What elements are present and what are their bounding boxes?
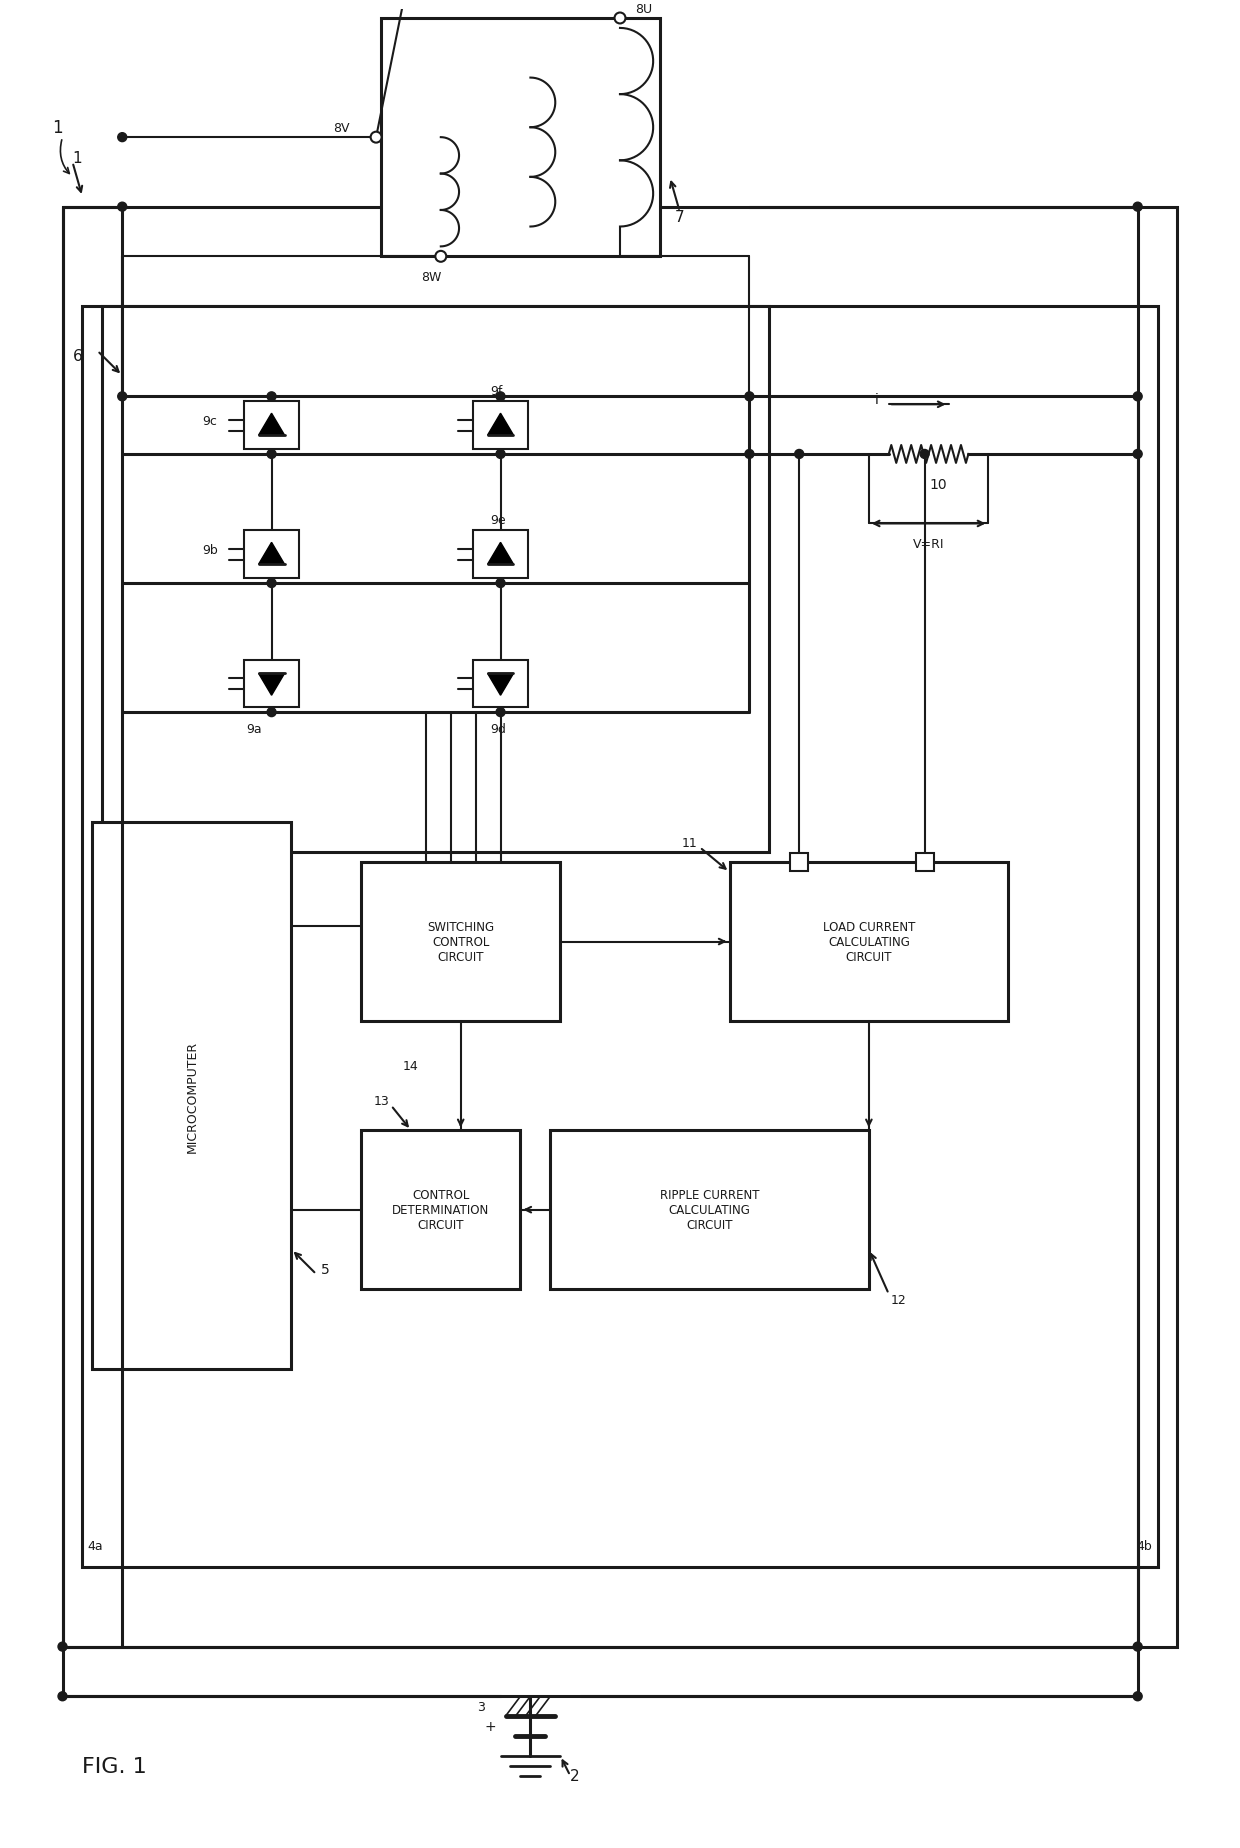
Text: 11: 11	[682, 837, 698, 850]
Text: 4b: 4b	[1137, 1539, 1153, 1552]
Text: 8U: 8U	[635, 2, 652, 15]
Text: 7: 7	[675, 211, 684, 225]
Circle shape	[267, 392, 277, 401]
Text: 6: 6	[73, 349, 82, 364]
Text: 10: 10	[930, 477, 947, 492]
Bar	[729, 863, 1008, 1022]
Text: 1: 1	[72, 150, 82, 166]
Text: +: +	[485, 1719, 496, 1733]
Text: 9d: 9d	[491, 723, 506, 736]
Polygon shape	[259, 414, 284, 436]
Circle shape	[1133, 451, 1142, 458]
Text: 4a: 4a	[87, 1539, 103, 1552]
Circle shape	[267, 451, 277, 458]
Bar	[381, 18, 660, 257]
Bar	[244, 403, 299, 449]
Circle shape	[496, 578, 505, 588]
Bar	[244, 530, 299, 578]
Text: 2: 2	[570, 1769, 580, 1783]
Circle shape	[496, 392, 505, 401]
Polygon shape	[259, 675, 284, 697]
Polygon shape	[487, 675, 513, 697]
Circle shape	[267, 578, 277, 588]
Bar	[361, 1131, 521, 1290]
Polygon shape	[487, 414, 513, 436]
Circle shape	[118, 392, 126, 401]
Text: 14: 14	[403, 1059, 419, 1072]
Circle shape	[1133, 392, 1142, 401]
Bar	[103, 307, 769, 852]
Text: 9a: 9a	[246, 723, 262, 736]
Circle shape	[615, 13, 625, 24]
Text: 13: 13	[373, 1094, 389, 1107]
Circle shape	[58, 1693, 67, 1700]
Circle shape	[496, 708, 505, 717]
Bar	[551, 1131, 869, 1290]
Text: CONTROL
DETERMINATION
CIRCUIT: CONTROL DETERMINATION CIRCUIT	[392, 1188, 490, 1231]
Circle shape	[435, 251, 446, 262]
Bar	[361, 863, 560, 1022]
Bar	[62, 207, 1178, 1647]
Text: 9b: 9b	[202, 543, 218, 556]
Text: 9f: 9f	[491, 384, 503, 397]
Circle shape	[267, 708, 277, 717]
Circle shape	[371, 133, 382, 144]
Circle shape	[118, 203, 126, 213]
Text: MICROCOMPUTER: MICROCOMPUTER	[186, 1040, 198, 1151]
Text: LOAD CURRENT
CALCULATING
CIRCUIT: LOAD CURRENT CALCULATING CIRCUIT	[822, 920, 915, 963]
Text: SWITCHING
CONTROL
CIRCUIT: SWITCHING CONTROL CIRCUIT	[427, 920, 495, 963]
Text: 8V: 8V	[334, 122, 350, 135]
Text: 8W: 8W	[420, 270, 441, 283]
Circle shape	[1133, 203, 1142, 213]
Text: FIG. 1: FIG. 1	[82, 1756, 148, 1776]
Bar	[915, 854, 934, 872]
Text: 12: 12	[890, 1294, 906, 1307]
Bar	[474, 403, 528, 449]
Text: RIPPLE CURRENT
CALCULATING
CIRCUIT: RIPPLE CURRENT CALCULATING CIRCUIT	[660, 1188, 759, 1231]
Circle shape	[1133, 1643, 1142, 1650]
Text: V=RI: V=RI	[913, 538, 945, 551]
Bar	[474, 530, 528, 578]
Circle shape	[745, 392, 754, 401]
Text: 9c: 9c	[202, 414, 217, 427]
Polygon shape	[487, 543, 513, 565]
Text: i: i	[875, 394, 879, 407]
Text: 9e: 9e	[491, 514, 506, 527]
Circle shape	[795, 451, 804, 458]
Circle shape	[920, 451, 929, 458]
Text: 5: 5	[321, 1262, 330, 1277]
Circle shape	[58, 1643, 67, 1650]
Circle shape	[118, 133, 126, 142]
Bar	[474, 660, 528, 708]
Bar	[92, 822, 291, 1369]
Text: 1: 1	[52, 118, 63, 137]
Circle shape	[1133, 1693, 1142, 1700]
Circle shape	[496, 451, 505, 458]
Circle shape	[745, 451, 754, 458]
Bar	[82, 307, 1158, 1567]
Text: 3: 3	[476, 1700, 485, 1713]
Bar	[244, 660, 299, 708]
Polygon shape	[259, 543, 284, 565]
Bar	[790, 854, 808, 872]
